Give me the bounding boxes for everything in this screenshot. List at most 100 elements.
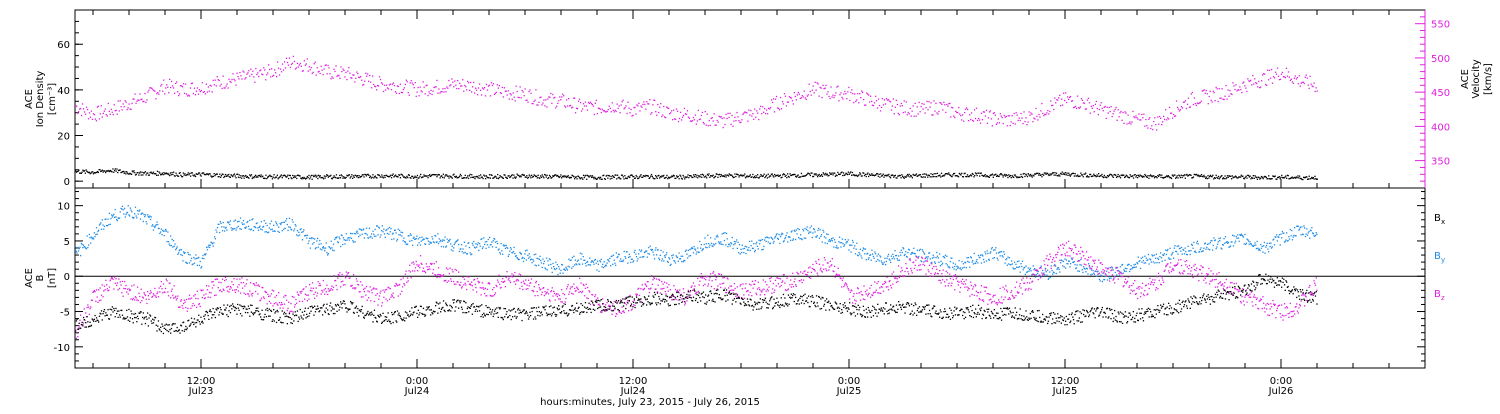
by-series-point bbox=[187, 252, 188, 253]
by-series-point bbox=[971, 257, 972, 258]
by-series-point bbox=[1143, 260, 1144, 261]
by-series-point bbox=[658, 249, 659, 250]
velocity-series-point bbox=[995, 115, 996, 116]
velocity-series-point bbox=[798, 92, 799, 93]
by-series-point bbox=[712, 246, 713, 247]
velocity-series-point bbox=[134, 94, 135, 95]
by-series-point bbox=[602, 264, 603, 265]
velocity-series-point bbox=[100, 113, 101, 114]
by-series-point bbox=[175, 249, 176, 250]
velocity-series-point bbox=[1018, 120, 1019, 121]
density-series-point bbox=[697, 177, 698, 178]
velocity-series-point bbox=[778, 108, 779, 109]
velocity-series-point bbox=[896, 100, 897, 101]
by-series-point bbox=[825, 237, 826, 238]
bz-series-point bbox=[180, 301, 181, 302]
velocity-series-point bbox=[1128, 123, 1129, 124]
density-series-point bbox=[138, 174, 139, 175]
by-series-point bbox=[601, 266, 602, 267]
by-series-point bbox=[938, 262, 939, 263]
density-series-point bbox=[772, 175, 773, 176]
density-series-point bbox=[680, 176, 681, 177]
density-series-point bbox=[1260, 178, 1261, 179]
velocity-series-point bbox=[519, 97, 520, 98]
velocity-series-point bbox=[825, 85, 826, 86]
density-series-point bbox=[592, 175, 593, 176]
velocity-series-point bbox=[372, 75, 373, 76]
velocity-series-point bbox=[884, 99, 885, 100]
velocity-series-point bbox=[855, 101, 856, 102]
by-series-point bbox=[683, 261, 684, 262]
by-series-point bbox=[888, 254, 889, 255]
density-series-point bbox=[299, 175, 300, 176]
by-series-point bbox=[1226, 241, 1227, 242]
by-series-point bbox=[1172, 253, 1173, 254]
velocity-series-point bbox=[436, 80, 437, 81]
density-series-point bbox=[1022, 177, 1023, 178]
density-series-point bbox=[706, 177, 707, 178]
by-series-point bbox=[991, 248, 992, 249]
density-series-point bbox=[1119, 175, 1120, 176]
density-series-point bbox=[477, 176, 478, 177]
by-series-point bbox=[617, 256, 618, 257]
by-series-point bbox=[900, 255, 901, 256]
top-right-axis-label: Velocity bbox=[1471, 59, 1482, 98]
velocity-series-point bbox=[1084, 103, 1085, 104]
velocity-series-point bbox=[645, 109, 646, 110]
velocity-series-point bbox=[1232, 82, 1233, 83]
velocity-series-point bbox=[355, 78, 356, 79]
velocity-series-point bbox=[310, 69, 311, 70]
x-axis-title: hours:minutes, July 23, 2015 - July 26, … bbox=[540, 397, 760, 408]
by-series-point bbox=[907, 257, 908, 258]
by-series-point bbox=[921, 261, 922, 262]
density-series-point bbox=[254, 176, 255, 177]
velocity-series-point bbox=[563, 95, 564, 96]
velocity-series-point bbox=[438, 88, 439, 89]
velocity-series-point bbox=[600, 109, 601, 110]
velocity-series-point bbox=[178, 95, 179, 96]
velocity-series-point bbox=[170, 87, 171, 88]
velocity-series-point bbox=[128, 107, 129, 108]
velocity-series-point bbox=[824, 88, 825, 89]
bz-series-point bbox=[135, 296, 136, 297]
by-series-point bbox=[1037, 273, 1038, 274]
velocity-series-point bbox=[448, 80, 449, 81]
by-series-point bbox=[830, 240, 831, 241]
by-series-point bbox=[429, 244, 430, 245]
by-series-point bbox=[1212, 249, 1213, 250]
bz-series-point bbox=[190, 298, 191, 299]
velocity-series-point bbox=[88, 118, 89, 119]
by-series-point bbox=[524, 258, 525, 259]
by-series-point bbox=[1199, 251, 1200, 252]
velocity-series-point bbox=[1288, 71, 1289, 72]
by-series-point bbox=[1051, 265, 1052, 266]
by-series-point bbox=[1128, 264, 1129, 265]
by-series-point bbox=[238, 221, 239, 222]
by-series-point bbox=[938, 257, 939, 258]
velocity-series-point bbox=[827, 91, 828, 92]
by-series-point bbox=[504, 245, 505, 246]
velocity-series-point bbox=[946, 104, 947, 105]
velocity-series-point bbox=[1278, 76, 1279, 77]
velocity-series-point bbox=[916, 116, 917, 117]
density-series-point bbox=[497, 174, 498, 175]
bz-series-point bbox=[133, 298, 134, 299]
by-series-point bbox=[946, 256, 947, 257]
bz-series-point bbox=[230, 286, 231, 287]
by-series-point bbox=[881, 260, 882, 261]
by-series-point bbox=[897, 260, 898, 261]
density-series-point bbox=[125, 173, 126, 174]
velocity-series-point bbox=[248, 70, 249, 71]
density-series-point bbox=[661, 176, 662, 177]
by-series-point bbox=[715, 243, 716, 244]
density-series-point bbox=[1185, 178, 1186, 179]
by-series-point bbox=[787, 241, 788, 242]
density-series-point bbox=[1059, 175, 1060, 176]
by-series-point bbox=[151, 216, 152, 217]
velocity-series-point bbox=[1260, 86, 1261, 87]
density-series-point bbox=[867, 173, 868, 174]
by-series-point bbox=[76, 252, 77, 253]
velocity-series-point bbox=[1023, 111, 1024, 112]
density-series-point bbox=[324, 175, 325, 176]
velocity-series-point bbox=[253, 76, 254, 77]
